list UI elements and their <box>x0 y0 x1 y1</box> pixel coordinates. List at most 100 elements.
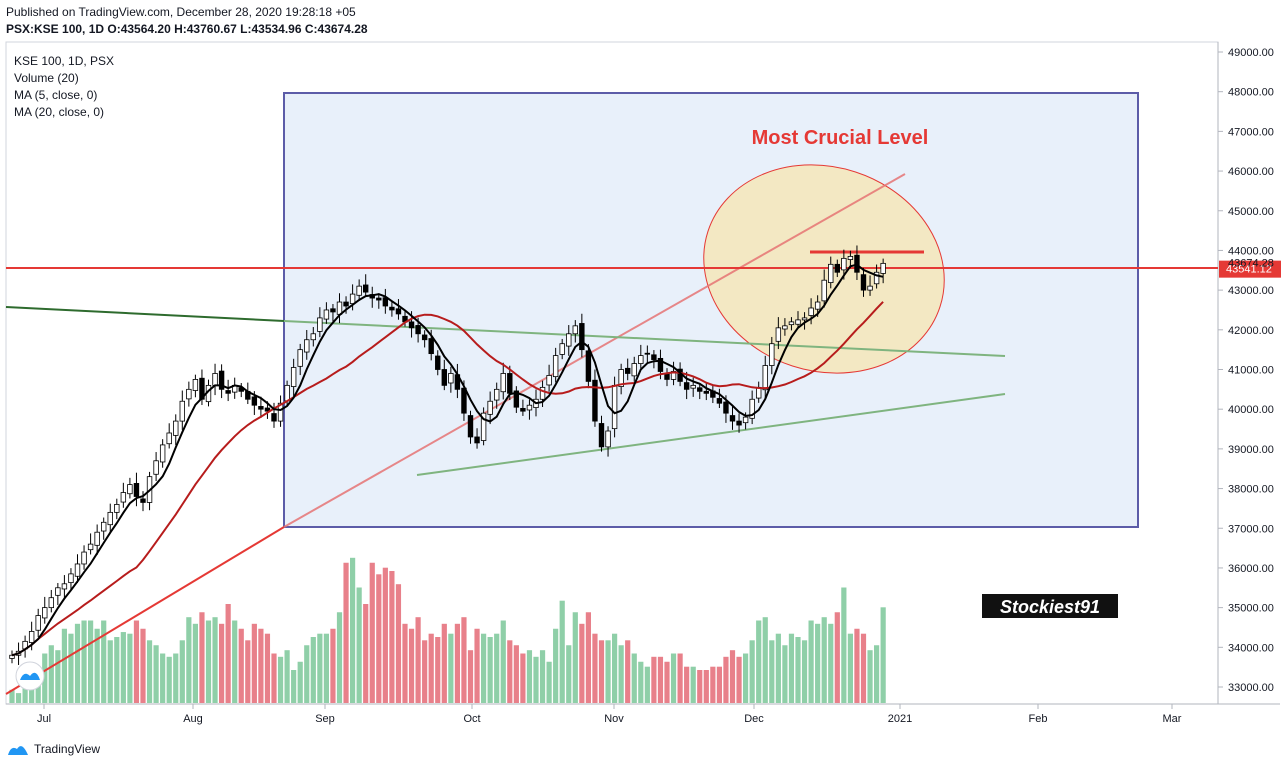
volume-bar <box>68 633 74 703</box>
candle-body <box>55 587 61 596</box>
candle-body <box>814 301 821 310</box>
volume-bar <box>389 571 395 703</box>
candle-body <box>173 420 179 436</box>
candle-body <box>258 406 264 410</box>
legend-volume[interactable]: Volume (20) <box>14 71 79 85</box>
candle-body <box>389 306 395 311</box>
legend-ma20[interactable]: MA (20, close, 0) <box>14 105 105 119</box>
candle-body <box>723 401 729 414</box>
candle-body <box>618 369 624 387</box>
volume-bar <box>310 637 316 703</box>
volume-bar <box>205 620 212 703</box>
volume-bar <box>382 567 388 703</box>
volume-bar <box>526 650 533 703</box>
candle-body <box>880 262 886 274</box>
candle-body <box>867 285 873 291</box>
volume-bar <box>494 633 500 703</box>
candle-body <box>441 369 447 386</box>
candle-body <box>133 483 140 497</box>
volume-bar <box>232 620 238 703</box>
volume-bar <box>808 620 814 703</box>
volume-bar <box>762 617 768 703</box>
volume-bar <box>363 604 369 703</box>
volume-bar <box>284 650 290 703</box>
candles <box>9 245 886 665</box>
volume-bar <box>756 620 762 703</box>
volume-bar <box>467 650 474 703</box>
trendlines[interactable]: 43541.12 <box>5 173 1281 695</box>
candle-body <box>795 319 801 325</box>
volume-bar <box>251 623 257 703</box>
volume-bar <box>350 557 356 703</box>
price-axis[interactable]: 33000.00 34000.00 35000.00 36000.00 37000.00… <box>1218 47 1274 694</box>
volume-bar <box>860 633 867 703</box>
y-tick-label: 40000.00 <box>1228 404 1274 416</box>
volume-bar <box>579 623 585 703</box>
y-tick-label: 34000.00 <box>1228 642 1274 654</box>
volume-bar <box>592 633 598 703</box>
volume-bar <box>631 653 637 703</box>
volume-bar <box>428 633 434 703</box>
volume-bar <box>323 633 329 703</box>
volume-bar <box>448 633 454 703</box>
volume-bar <box>336 612 343 703</box>
candle-body <box>42 607 48 619</box>
y-tick-label: 49000.00 <box>1228 47 1274 59</box>
green-resistance-line-left[interactable] <box>5 306 285 322</box>
y-tick-label: 38000.00 <box>1228 484 1274 496</box>
candle-body <box>690 384 696 389</box>
volume-bar <box>749 640 755 703</box>
candle-body <box>552 355 559 378</box>
volume-bar <box>166 656 172 703</box>
volume-bar <box>481 633 487 703</box>
volume-bar <box>743 653 749 703</box>
candle-body <box>304 339 310 353</box>
volume-bar <box>291 670 297 703</box>
candle-body <box>625 367 631 374</box>
time-axis[interactable]: Jul Aug Sep Oct Nov Dec 2021 Feb Mar <box>37 704 1182 725</box>
volume-bar <box>422 640 428 703</box>
candle-body <box>35 615 41 631</box>
volume-bar <box>376 574 382 703</box>
y-tick-label: 35000.00 <box>1228 603 1274 615</box>
volume-bar <box>513 645 519 703</box>
green-resistance-line[interactable] <box>283 320 1006 357</box>
candle-body <box>631 363 637 377</box>
volume-bar <box>55 650 61 703</box>
volume-bar <box>520 653 526 703</box>
candle-body <box>683 382 690 390</box>
volume-bar <box>644 666 650 703</box>
volume-bar <box>81 620 87 703</box>
red-projection-line[interactable] <box>283 173 906 528</box>
volume-bar <box>29 683 35 703</box>
candle-body <box>782 325 788 330</box>
volume-bar <box>553 628 559 703</box>
range-box[interactable] <box>283 92 1139 528</box>
volume-bar <box>179 640 185 703</box>
candle-body <box>546 375 552 386</box>
hline-price-tag <box>1219 260 1281 278</box>
volume-bar <box>677 653 683 703</box>
volume-bar <box>277 656 284 703</box>
legend-ma5[interactable]: MA (5, close, 0) <box>14 88 98 102</box>
volume-bar <box>160 653 166 703</box>
footer-brand[interactable]: TradingView <box>6 741 100 757</box>
candle-body <box>297 349 303 367</box>
red-support-line[interactable] <box>5 526 285 695</box>
candle-body <box>539 386 546 400</box>
tv-logo-badge[interactable] <box>15 661 45 691</box>
volume-bar <box>729 650 736 703</box>
volume-bar <box>533 656 539 703</box>
volume-bar <box>107 640 113 703</box>
volume-bar <box>572 612 578 703</box>
volume-bar <box>697 670 703 703</box>
volume-bar <box>657 656 664 703</box>
volume-bar <box>153 645 159 703</box>
candle-body <box>493 388 500 401</box>
candle-body <box>598 423 605 448</box>
candle-body <box>801 317 808 321</box>
volume-bar <box>120 632 126 703</box>
green-support-line[interactable] <box>416 393 1006 476</box>
volume-bar <box>101 620 107 703</box>
